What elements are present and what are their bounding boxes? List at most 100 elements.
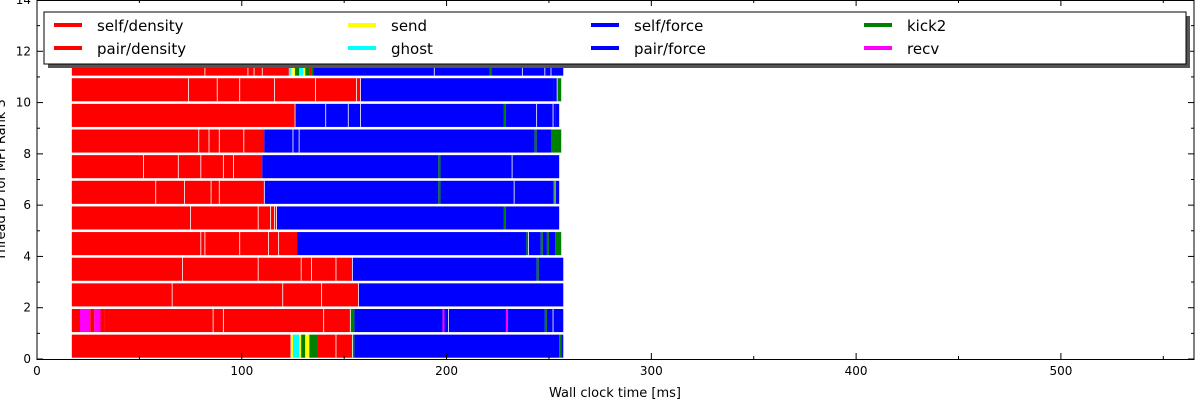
thread-3-segment-2 (536, 257, 539, 281)
thread-8-segment-4 (550, 129, 554, 153)
legend-label: pair/density (97, 40, 186, 58)
thread-7-segment-0 (71, 155, 263, 179)
thread-9-segment-1 (295, 103, 504, 127)
thread-0-segment-4 (301, 334, 306, 358)
thread-1-segment-5 (104, 308, 351, 333)
thread-3-segment-0 (71, 257, 353, 281)
thread-7-segment-1 (262, 155, 439, 179)
thread-5-segment-3 (505, 206, 560, 230)
thread-10-segment-2 (553, 78, 558, 102)
thread-4-segment-7 (548, 232, 556, 256)
y-tick-label: 2 (23, 301, 31, 315)
thread-0-segment-7 (317, 334, 353, 358)
thread-5-segment-0 (71, 206, 277, 230)
thread-0-segment-1 (290, 334, 293, 358)
thread-10-segment-3 (557, 78, 562, 102)
y-ticks: 0 2 4 6 8 10 12 14 (16, 0, 1194, 366)
thread-3-segment-1 (352, 257, 537, 281)
thread-1-segment-12 (544, 308, 547, 333)
thread-10-segment-1 (360, 78, 554, 102)
thread-4-segment-4 (540, 232, 543, 256)
legend-label: self/density (97, 17, 184, 35)
thread-0-segment-3 (299, 334, 302, 358)
legend-label: ghost (391, 40, 433, 58)
thread-8-segment-2 (534, 129, 537, 153)
x-tick-label: 400 (845, 364, 868, 378)
x-axis-label: Wall clock time [ms] (549, 386, 681, 400)
thread-4-segment-3 (528, 232, 541, 256)
legend-label: self/force (634, 17, 703, 35)
thread-6-segment-0 (71, 180, 265, 204)
y-tick-label: 4 (23, 249, 31, 263)
thread-7-segment-3 (440, 155, 560, 179)
thread-0-segment-11 (561, 334, 564, 358)
thread-9-segment-2 (503, 103, 506, 127)
thread-5-segment-2 (503, 206, 506, 230)
thread-4-segment-2 (526, 232, 529, 256)
thread-3-segment-3 (538, 257, 564, 281)
legend-label: kick2 (907, 17, 946, 35)
thread-4-segment-1 (297, 232, 527, 256)
thread-8-segment-0 (71, 129, 265, 153)
thread-4-segment-8 (555, 232, 562, 256)
thread-8-segment-5 (553, 129, 562, 153)
thread-0-segment-10 (559, 334, 562, 358)
thread-9-segment-3 (505, 103, 556, 127)
thread-1-segment-6 (350, 308, 355, 333)
thread-0-segment-9 (354, 334, 560, 358)
x-tick-label: 300 (640, 364, 663, 378)
thread-1-segment-9 (444, 308, 506, 333)
legend-label: send (391, 17, 427, 35)
x-ticks: 0 100 200 300 400 500 (33, 0, 1164, 378)
thread-4-segment-0 (71, 232, 298, 256)
y-axis-label: Thread ID for MPI Rank 3 (0, 99, 9, 261)
thread-6-segment-2 (438, 180, 441, 204)
thread-5-segment-1 (276, 206, 504, 230)
thread-0-segment-6 (309, 334, 318, 358)
legend: self/density pair/density send ghost self/fo… (43, 11, 1190, 68)
thread-9-segment-0 (71, 103, 296, 127)
thread-4-segment-6 (546, 232, 549, 256)
y-tick-label: 0 (23, 352, 31, 366)
thread-4-segment-5 (542, 232, 547, 256)
x-tick-label: 200 (435, 364, 458, 378)
y-tick-label: 6 (23, 198, 31, 212)
thread-8-segment-3 (536, 129, 551, 153)
thread-1-segment-1 (80, 308, 91, 333)
y-tick-label: 12 (16, 44, 31, 58)
thread-1-segment-10 (505, 308, 508, 333)
thread-1-segment-8 (442, 308, 445, 333)
y-tick-label: 8 (23, 147, 31, 161)
legend-label: recv (907, 40, 939, 58)
y-tick-label: 10 (16, 96, 31, 110)
thread-1-segment-0 (71, 308, 81, 333)
thread-6-segment-1 (264, 180, 439, 204)
thread-6-segment-3 (440, 180, 554, 204)
thread-6-segment-5 (555, 180, 560, 204)
thread-1-segment-3 (94, 308, 101, 333)
thread-0-segment-0 (71, 334, 291, 358)
legend-box (43, 11, 1187, 65)
thread-7-segment-2 (438, 155, 441, 179)
thread-0-segment-5 (305, 334, 310, 358)
y-tick-label: 14 (16, 0, 31, 7)
thread-0-segment-2 (292, 334, 300, 358)
thread-1-segment-13 (546, 308, 564, 333)
bars-layer (71, 52, 564, 358)
thread-6-segment-4 (553, 180, 556, 204)
thread-8-segment-1 (264, 129, 535, 153)
legend-label: pair/force (634, 40, 706, 58)
thread-1-segment-2 (90, 308, 95, 333)
thread-2-segment-0 (71, 283, 359, 307)
thread-10-segment-0 (71, 78, 361, 102)
thread-2-segment-1 (358, 283, 564, 307)
x-tick-label: 0 (33, 364, 41, 378)
x-tick-label: 100 (230, 364, 253, 378)
thread-1-segment-7 (354, 308, 443, 333)
thread-1-segment-11 (507, 308, 545, 333)
thread-9-segment-4 (555, 103, 560, 127)
x-tick-label: 500 (1049, 364, 1072, 378)
thread-0-segment-8 (352, 334, 355, 358)
thread-1-segment-4 (100, 308, 105, 333)
